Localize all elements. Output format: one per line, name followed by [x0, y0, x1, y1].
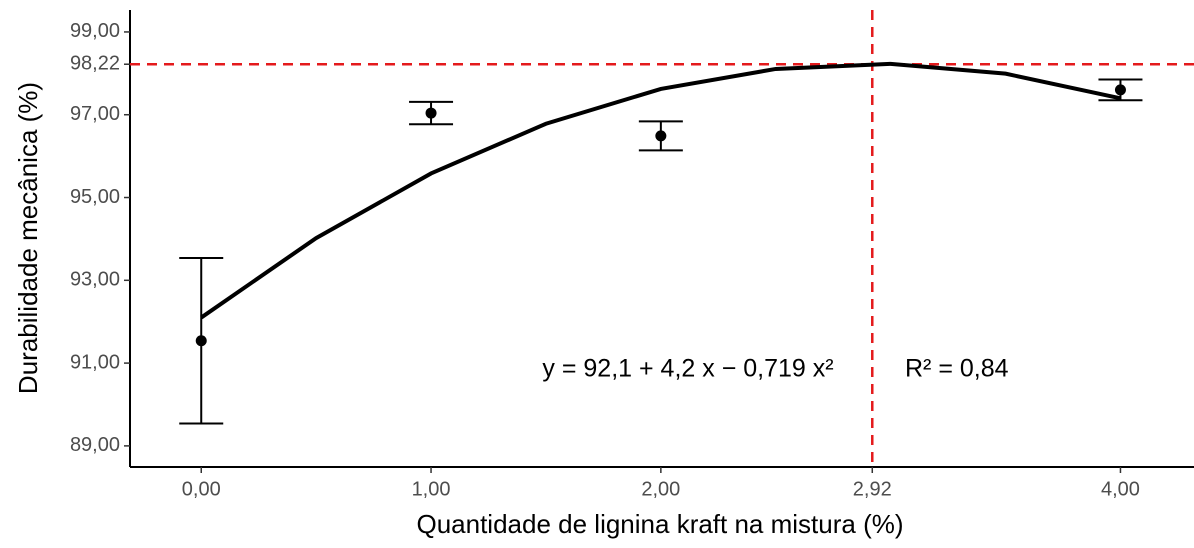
y-tick-label: 99,00: [70, 20, 120, 42]
x-tick-label: 1,00: [412, 478, 451, 500]
point: [425, 107, 437, 119]
x-axis-title: Quantidade de lignina kraft na mistura (…: [416, 509, 903, 539]
y-tick-label: 93,00: [70, 269, 120, 291]
y-axis-title: Durabilidade mecânica (%): [13, 82, 43, 394]
y-tick-label: 97,00: [70, 103, 120, 125]
annotation-r2: R² = 0,84: [905, 355, 1009, 383]
y-tick-label: 98,22: [70, 53, 120, 75]
point: [655, 130, 667, 142]
y-tick-label: 89,00: [70, 434, 120, 456]
x-tick-label: 0,00: [182, 478, 221, 500]
fit-curve: [200, 61, 1121, 320]
x-tick-label: 4,00: [1101, 478, 1140, 500]
x-tick-label: 2,00: [641, 478, 680, 500]
y-tick-label: 95,00: [70, 186, 120, 208]
y-tick-label: 91,00: [70, 351, 120, 373]
point: [195, 335, 207, 347]
x-tick-label: 2,92: [853, 478, 892, 500]
annotation-equation: y = 92,1 + 4,2 x − 0,719 x²: [542, 355, 833, 383]
point: [1114, 84, 1126, 96]
